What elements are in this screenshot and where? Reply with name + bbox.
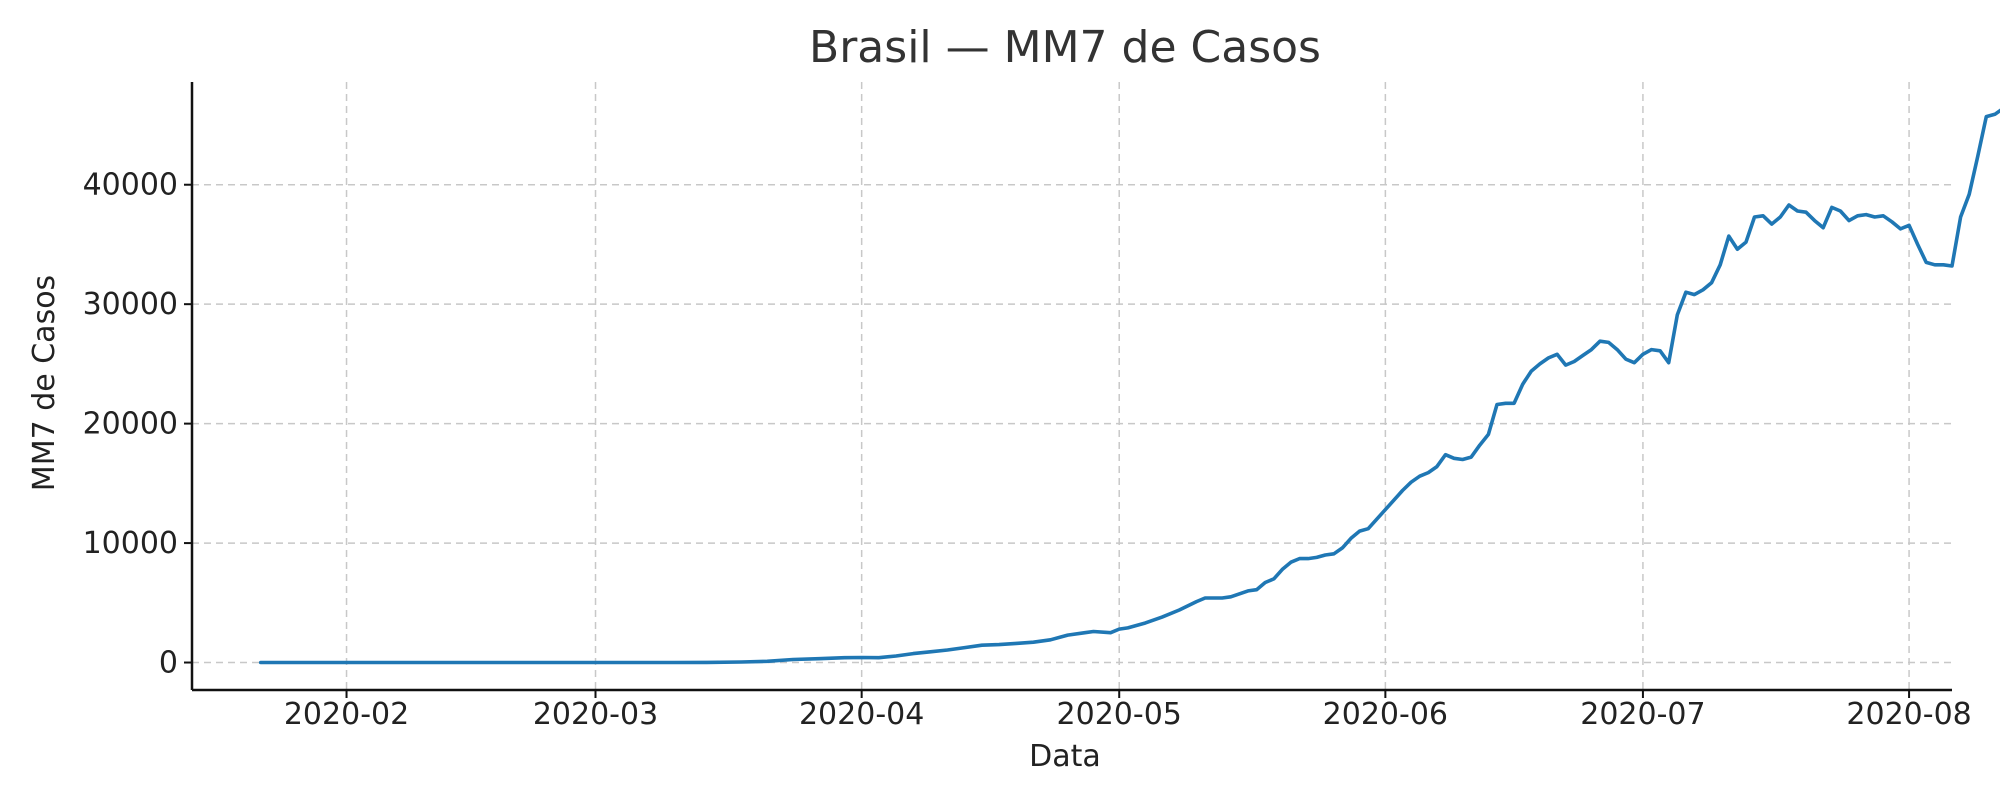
x-axis-label: Data [1029, 739, 1101, 774]
chart-title: Brasil — MM7 de Casos [809, 22, 1321, 73]
axes-layer [190, 82, 1952, 692]
y-axis-label: MM7 de Casos [27, 275, 62, 491]
x-tick-label: 2020-03 [533, 697, 658, 732]
ticks-layer: 2020-02 2020-03 2020-04 2020-05 2020-06 2020-… [83, 168, 1972, 732]
y-tick-label: 0 [159, 646, 178, 681]
x-tick-label: 2020-04 [799, 697, 924, 732]
y-tick-label: 20000 [83, 407, 178, 442]
y-tick-label: 40000 [83, 168, 178, 203]
series-layer [258, 108, 2000, 665]
y-tick-label: 10000 [83, 526, 178, 561]
x-tick-label: 2020-06 [1323, 697, 1448, 732]
y-tick-label: 30000 [83, 287, 178, 322]
x-tick-label: 2020-08 [1846, 697, 1971, 732]
x-tick-label: 2020-07 [1580, 697, 1705, 732]
x-tick-label: 2020-05 [1057, 697, 1182, 732]
series-line [258, 108, 2000, 665]
grid-layer [192, 82, 1952, 690]
x-tick-label: 2020-02 [284, 697, 409, 732]
